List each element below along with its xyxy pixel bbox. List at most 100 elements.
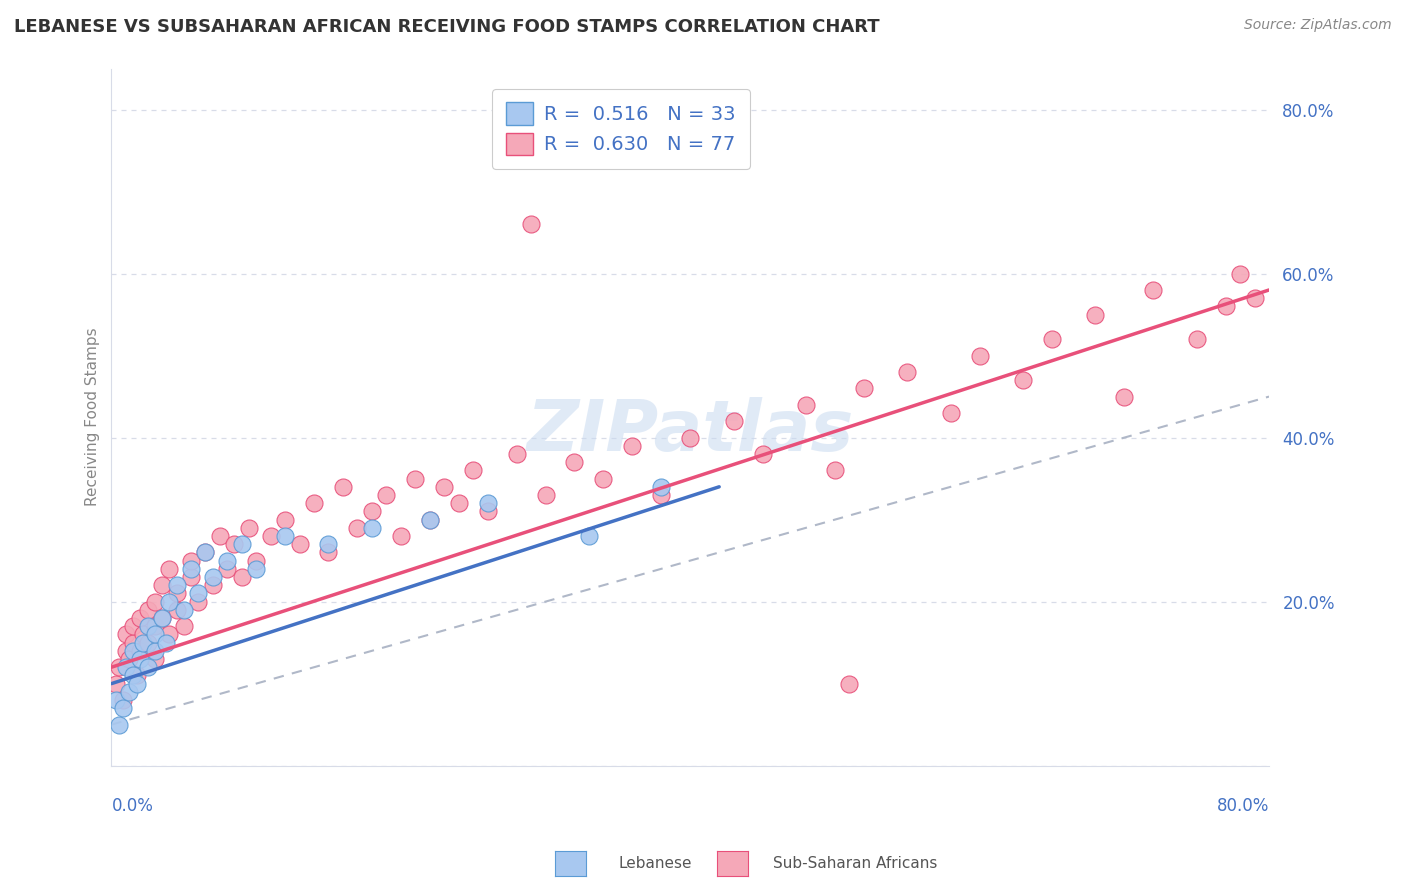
Point — [129, 644, 152, 658]
Point — [111, 701, 134, 715]
Point — [107, 717, 129, 731]
Point — [187, 586, 209, 600]
Text: 80.0%: 80.0% — [1216, 797, 1270, 815]
Point — [447, 496, 470, 510]
Point — [231, 570, 253, 584]
Point — [939, 406, 962, 420]
Point — [115, 660, 138, 674]
Point — [1215, 299, 1237, 313]
Point — [127, 676, 149, 690]
Point — [259, 529, 281, 543]
Point — [824, 463, 846, 477]
Point — [1229, 267, 1251, 281]
Point — [150, 578, 173, 592]
Point — [896, 365, 918, 379]
Point — [129, 652, 152, 666]
Point — [180, 570, 202, 584]
Point — [150, 611, 173, 625]
Point — [194, 545, 217, 559]
Point — [187, 594, 209, 608]
Point — [166, 586, 188, 600]
Point — [122, 668, 145, 682]
Point — [180, 553, 202, 567]
Point — [155, 635, 177, 649]
Point — [136, 635, 159, 649]
Point — [166, 578, 188, 592]
Legend: R =  0.516   N = 33, R =  0.630   N = 77: R = 0.516 N = 33, R = 0.630 N = 77 — [492, 88, 749, 169]
Point — [194, 545, 217, 559]
Point — [650, 480, 672, 494]
Point — [201, 570, 224, 584]
Point — [578, 529, 600, 543]
Point — [1142, 283, 1164, 297]
Point — [143, 652, 166, 666]
Point — [477, 504, 499, 518]
Point — [224, 537, 246, 551]
Point — [122, 635, 145, 649]
Point — [852, 381, 875, 395]
Point — [463, 463, 485, 477]
Point — [217, 553, 239, 567]
Point — [107, 660, 129, 674]
Point — [208, 529, 231, 543]
Point — [520, 218, 543, 232]
Point — [157, 627, 180, 641]
Point — [115, 644, 138, 658]
Point — [166, 603, 188, 617]
Text: Lebanese: Lebanese — [619, 856, 692, 871]
Point — [1185, 332, 1208, 346]
Point — [274, 529, 297, 543]
Point — [157, 594, 180, 608]
Point — [132, 627, 155, 641]
Y-axis label: Receiving Food Stamps: Receiving Food Stamps — [86, 327, 100, 507]
Point — [132, 635, 155, 649]
Point — [360, 504, 382, 518]
Point — [1084, 308, 1107, 322]
Point — [136, 603, 159, 617]
Point — [389, 529, 412, 543]
Point — [318, 545, 340, 559]
Point — [1114, 390, 1136, 404]
Point — [129, 611, 152, 625]
Point — [318, 537, 340, 551]
Point — [122, 644, 145, 658]
Point — [534, 488, 557, 502]
Point — [838, 676, 860, 690]
Point — [969, 349, 991, 363]
Point — [111, 693, 134, 707]
Point — [118, 652, 141, 666]
Point — [723, 414, 745, 428]
Text: Sub-Saharan Africans: Sub-Saharan Africans — [773, 856, 938, 871]
Point — [302, 496, 325, 510]
Point — [751, 447, 773, 461]
Point — [288, 537, 311, 551]
Point — [180, 562, 202, 576]
Point — [143, 594, 166, 608]
Point — [173, 619, 195, 633]
Point — [375, 488, 398, 502]
Point — [173, 603, 195, 617]
Point — [274, 513, 297, 527]
Point — [1012, 373, 1035, 387]
Point — [157, 562, 180, 576]
Point — [332, 480, 354, 494]
Point — [104, 693, 127, 707]
Point — [360, 521, 382, 535]
Point — [1243, 291, 1265, 305]
Point — [217, 562, 239, 576]
Point — [679, 431, 702, 445]
Point — [136, 619, 159, 633]
Point — [150, 611, 173, 625]
Point — [136, 660, 159, 674]
Point — [201, 578, 224, 592]
Point — [1040, 332, 1063, 346]
Text: LEBANESE VS SUBSAHARAN AFRICAN RECEIVING FOOD STAMPS CORRELATION CHART: LEBANESE VS SUBSAHARAN AFRICAN RECEIVING… — [14, 18, 880, 36]
Point — [245, 553, 267, 567]
Point — [143, 644, 166, 658]
Point — [419, 513, 441, 527]
Point — [143, 619, 166, 633]
Point — [115, 627, 138, 641]
Point — [238, 521, 260, 535]
Point — [127, 668, 149, 682]
Point — [143, 627, 166, 641]
